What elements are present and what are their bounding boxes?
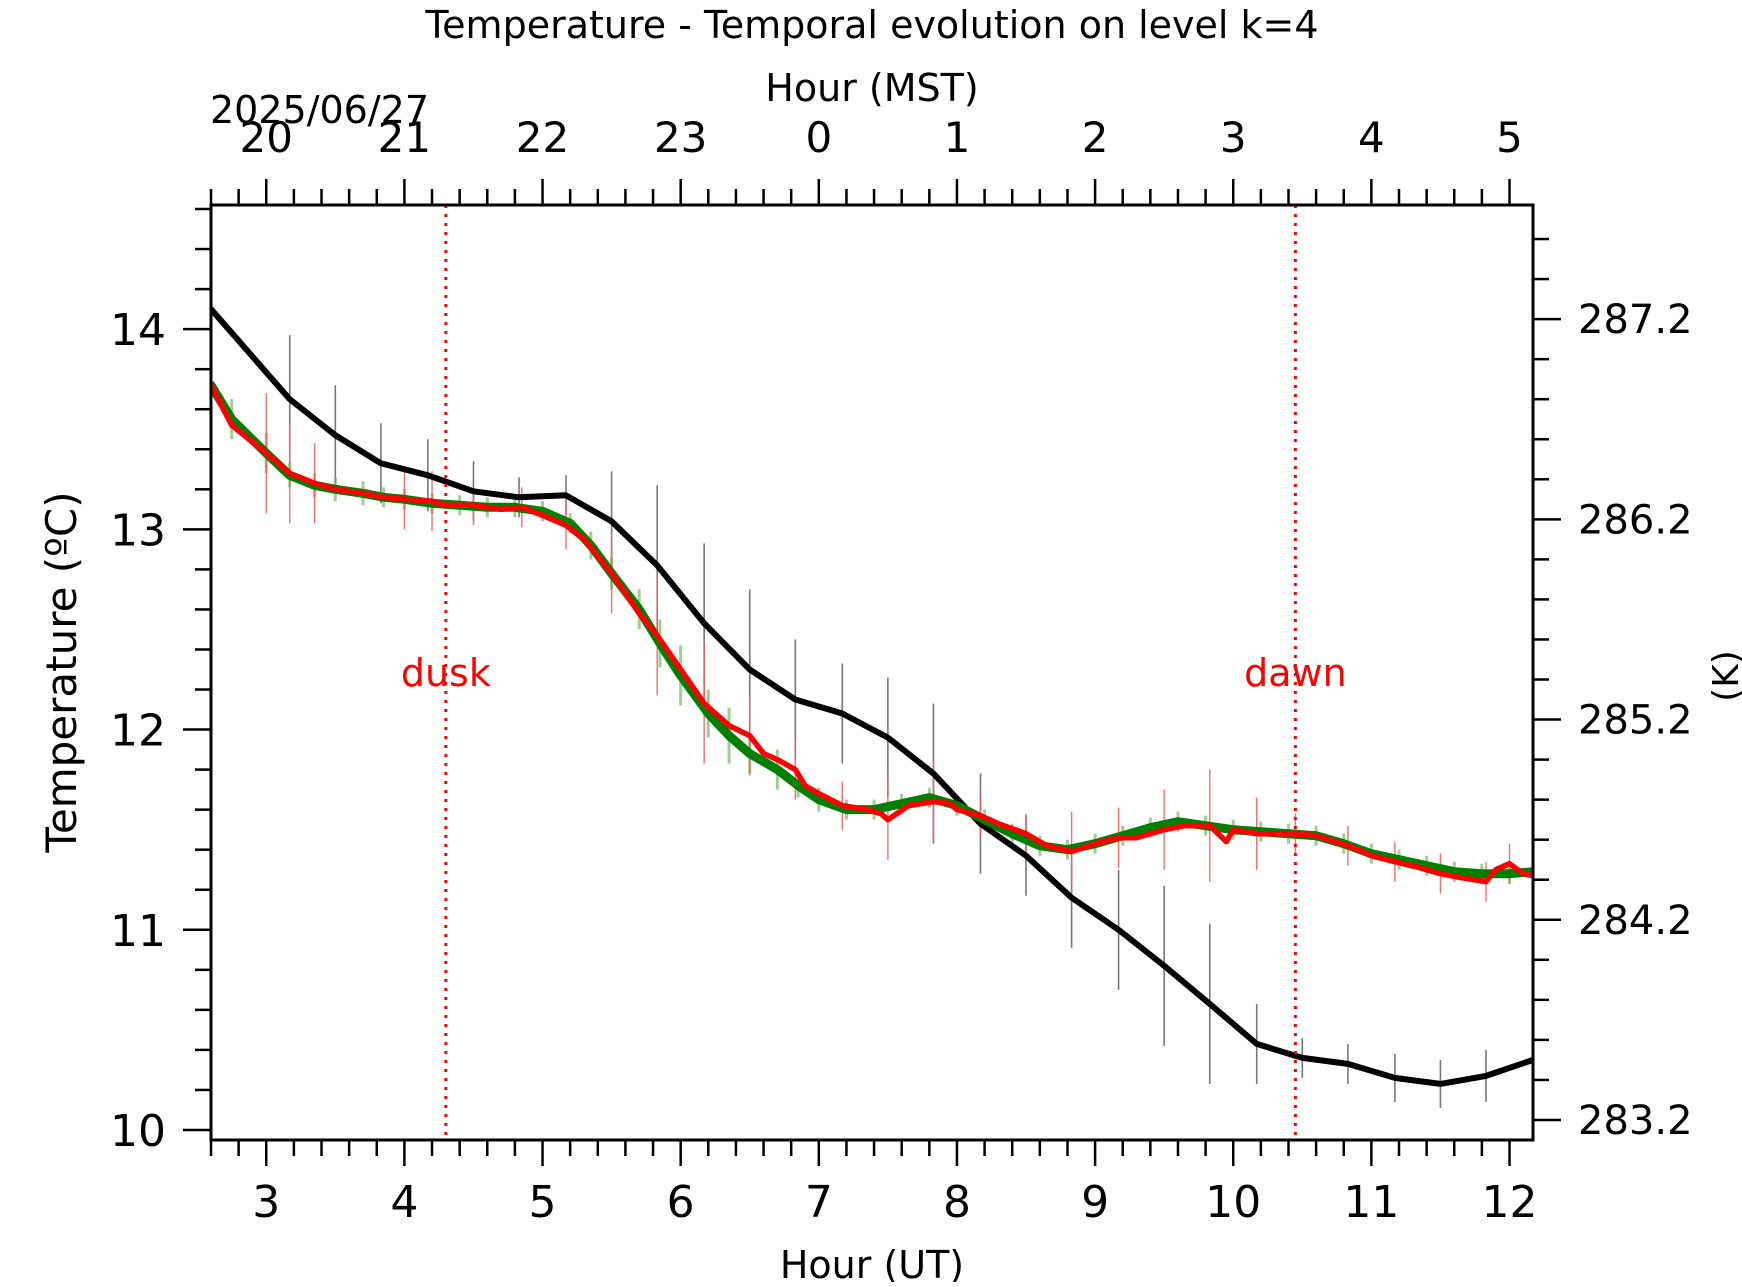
x-tick-label: 8 [943,1177,971,1228]
annotation-label: dusk [401,651,491,695]
x-tick-label: 12 [1482,1177,1538,1228]
y-tick-label: 14 [110,305,166,356]
series-line [211,382,1533,885]
y2-axis-label: (K) [1706,650,1742,702]
x-tick-label: 9 [1081,1177,1109,1228]
y-tick-label: 10 [110,1106,166,1157]
x-tick-label: 4 [390,1177,418,1228]
series-line [211,380,1533,879]
top-axis-label: Hour (MST) [765,66,978,110]
x-tick-label: 6 [667,1177,695,1228]
series-line [211,306,1533,1087]
x2-tick-label: 1 [944,113,971,162]
x2-tick-label: 5 [1496,113,1523,162]
x2-tick-label: 0 [805,113,832,162]
chart-title: Temperature - Temporal evolution on leve… [424,3,1318,47]
x-tick-label: 7 [805,1177,833,1228]
x-tick-label: 5 [529,1177,557,1228]
y-tick-label: 13 [110,505,166,556]
x2-tick-label: 21 [378,113,431,162]
y2-tick-label: 285.2 [1578,698,1693,744]
x2-tick-label: 4 [1358,113,1385,162]
y2-tick-label: 287.2 [1578,297,1693,343]
x-axis-label: Hour (UT) [780,1243,964,1282]
x2-tick-label: 2 [1082,113,1109,162]
x-tick-label: 3 [252,1177,280,1228]
y2-tick-label: 286.2 [1578,497,1693,543]
y-tick-label: 12 [110,706,166,757]
x2-tick-label: 22 [516,113,569,162]
x-tick-label: 10 [1205,1177,1261,1228]
plot-layer: dusk dawn [211,205,1533,1140]
plot-clipped [211,229,1533,1108]
plot-frame [209,203,1535,1142]
x2-tick-label: 20 [240,113,293,162]
y2-tick-label: 283.2 [1578,1098,1693,1144]
y-tick-label: 11 [110,906,166,957]
date-label: 2025/06/27 [210,88,429,132]
axes-layer: 3 20 4 21 5 22 6 23 7 0 8 1 9 2 10 3 11 4 12 5 10 11 12 13 14 283… [110,113,1693,1228]
x2-tick-label: 3 [1220,113,1247,162]
annotation-label: dawn [1244,651,1347,695]
x2-tick-label: 23 [654,113,707,162]
y2-tick-label: 284.2 [1578,898,1693,944]
x-tick-label: 11 [1343,1177,1399,1228]
y-axis-label: Temperature (ºC) [37,491,86,853]
